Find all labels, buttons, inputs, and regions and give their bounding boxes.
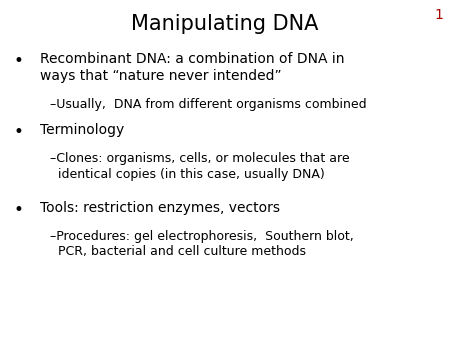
Text: Tools: restriction enzymes, vectors: Tools: restriction enzymes, vectors <box>40 201 280 215</box>
Text: •: • <box>14 201 23 219</box>
Text: Terminology: Terminology <box>40 123 125 137</box>
Text: 1: 1 <box>434 8 443 22</box>
Text: –Procedures: gel electrophoresis,  Southern blot,
  PCR, bacterial and cell cult: –Procedures: gel electrophoresis, Southe… <box>50 230 353 258</box>
Text: •: • <box>14 52 23 70</box>
Text: •: • <box>14 123 23 141</box>
Text: Recombinant DNA: a combination of DNA in
ways that “nature never intended”: Recombinant DNA: a combination of DNA in… <box>40 52 345 83</box>
Text: –Clones: organisms, cells, or molecules that are
  identical copies (in this cas: –Clones: organisms, cells, or molecules … <box>50 152 349 180</box>
Text: Manipulating DNA: Manipulating DNA <box>131 14 319 33</box>
Text: –Usually,  DNA from different organisms combined: –Usually, DNA from different organisms c… <box>50 98 366 111</box>
